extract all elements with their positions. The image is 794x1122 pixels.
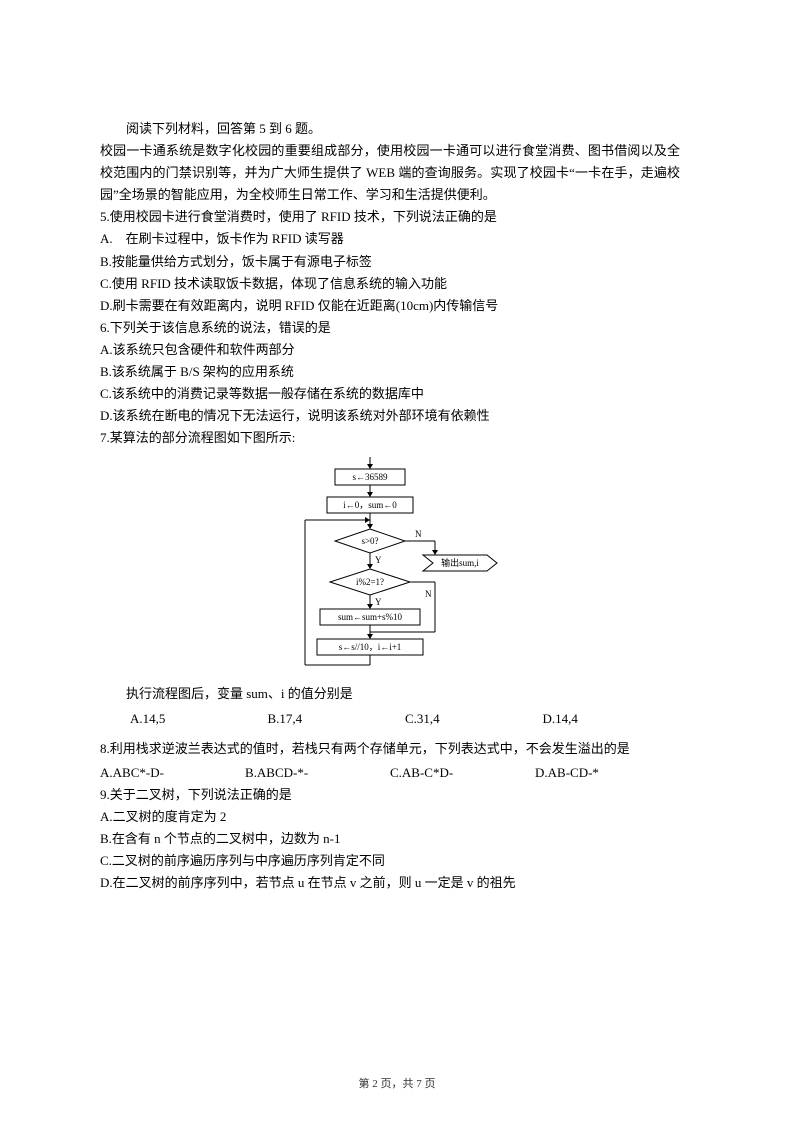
flow-box4: s←s//10，i←i+1 bbox=[339, 642, 402, 652]
page-footer: 第 2 页，共 7 页 bbox=[0, 1075, 794, 1094]
q8-stem: 8.利用栈求逆波兰表达式的值时，若栈只有两个存储单元，下列表达式中，不会发生溢出… bbox=[100, 738, 680, 760]
flow-y1: Y bbox=[375, 555, 382, 565]
flow-box2: i←0，sum←0 bbox=[343, 500, 397, 510]
flow-d2: i%2=1? bbox=[356, 577, 384, 587]
flow-n1: N bbox=[415, 529, 422, 539]
q5-option-d: D.刷卡需要在有效距离内，说明 RFID 仅能在近距离(10cm)内传输信号 bbox=[100, 295, 680, 317]
passage-text: 校园一卡通系统是数字化校园的重要组成部分，使用校园一卡通可以进行食堂消费、图书借… bbox=[100, 140, 680, 206]
q8-option-a: A.ABC*-D- bbox=[100, 762, 245, 784]
q6-stem: 6.下列关于该信息系统的说法，错误的是 bbox=[100, 317, 680, 339]
flow-y2: Y bbox=[375, 597, 382, 607]
q9-option-a: A.二叉树的度肯定为 2 bbox=[100, 806, 680, 828]
q8-option-d: D.AB-CD-* bbox=[535, 762, 680, 784]
q5-option-b: B.按能量供给方式划分，饭卡属于有源电子标签 bbox=[100, 251, 680, 273]
q6-option-c: C.该系统中的消费记录等数据一般存储在系统的数据库中 bbox=[100, 383, 680, 405]
q7-option-a: A.14,5 bbox=[130, 708, 268, 730]
q9-option-b: B.在含有 n 个节点的二叉树中，边数为 n-1 bbox=[100, 828, 680, 850]
q8-option-b: B.ABCD-*- bbox=[245, 762, 390, 784]
q8-option-c: C.AB-C*D- bbox=[390, 762, 535, 784]
q6-option-a: A.该系统只包含硬件和软件两部分 bbox=[100, 339, 680, 361]
q7-result-label: 执行流程图后，变量 sum、i 的值分别是 bbox=[100, 683, 680, 705]
q5-option-a: A. 在刷卡过程中，饭卡作为 RFID 读写器 bbox=[100, 228, 680, 250]
reading-instruction: 阅读下列材料，回答第 5 到 6 题。 bbox=[100, 118, 680, 140]
q7-options: A.14,5 B.17,4 C.31,4 D.14,4 bbox=[100, 708, 680, 730]
flow-n2: N bbox=[425, 589, 432, 599]
q6-option-b: B.该系统属于 B/S 架构的应用系统 bbox=[100, 361, 680, 383]
q8-options: A.ABC*-D- B.ABCD-*- C.AB-C*D- D.AB-CD-* bbox=[100, 762, 680, 784]
q5-stem: 5.使用校园卡进行食堂消费时，使用了 RFID 技术，下列说法正确的是 bbox=[100, 206, 680, 228]
q7-option-c: C.31,4 bbox=[405, 708, 543, 730]
q7-option-d: D.14,4 bbox=[543, 708, 681, 730]
q9-option-c: C.二叉树的前序遍历序列与中序遍历序列肯定不同 bbox=[100, 850, 680, 872]
q9-stem: 9.关于二叉树，下列说法正确的是 bbox=[100, 784, 680, 806]
flow-d1: s>0? bbox=[361, 536, 378, 546]
q9-option-d: D.在二叉树的前序序列中，若节点 u 在节点 v 之前，则 u 一定是 v 的祖… bbox=[100, 872, 680, 894]
flow-box3: sum←sum+s%10 bbox=[338, 612, 403, 622]
flow-box1: s←36589 bbox=[352, 472, 388, 482]
q7-option-b: B.17,4 bbox=[268, 708, 406, 730]
flow-out: 输出sum,i bbox=[441, 557, 479, 568]
q7-stem: 7.某算法的部分流程图如下图所示: bbox=[100, 427, 680, 449]
q6-option-d: D.该系统在断电的情况下无法运行，说明该系统对外部环境有依赖性 bbox=[100, 405, 680, 427]
q5-option-c: C.使用 RFID 技术读取饭卡数据，体现了信息系统的输入功能 bbox=[100, 273, 680, 295]
flowchart-figure: s←36589 i←0，sum←0 s>0? N 输出sum,i Y i%2=1… bbox=[100, 457, 680, 677]
